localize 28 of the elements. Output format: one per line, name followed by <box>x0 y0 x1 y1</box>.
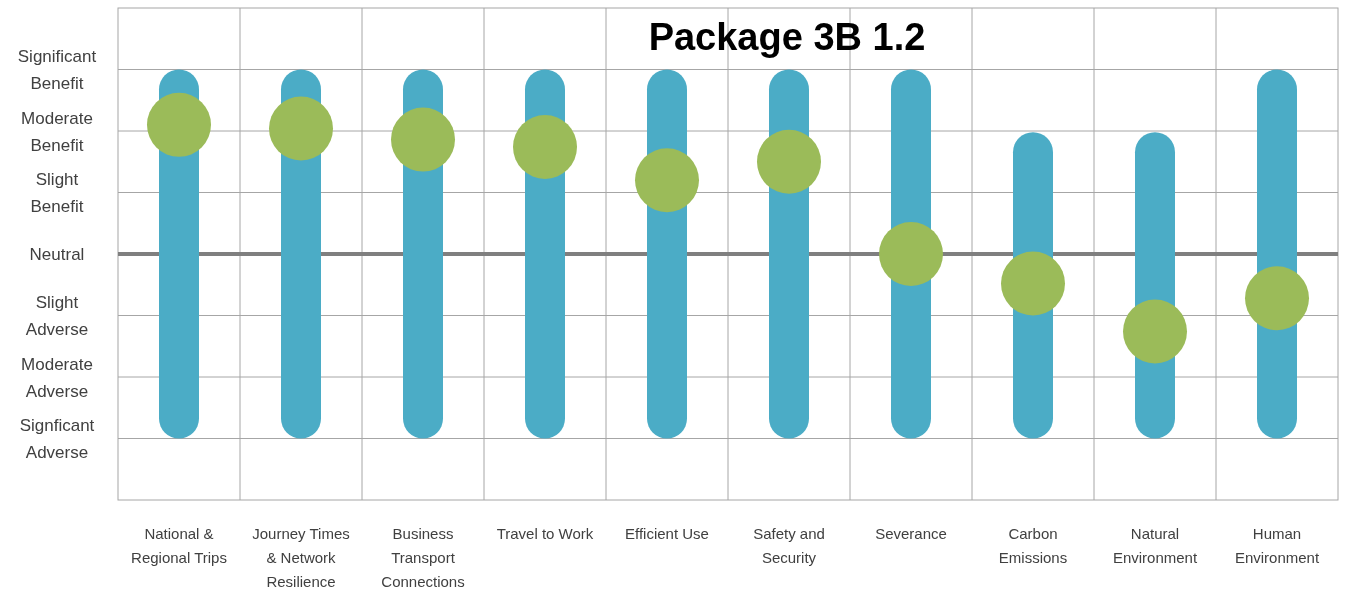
point <box>879 222 943 286</box>
point <box>1245 266 1309 331</box>
point <box>757 129 821 194</box>
x-tick-label: Human Environment <box>1234 525 1320 566</box>
point <box>635 148 699 213</box>
point <box>1123 299 1187 364</box>
text: Significant Benefit <box>17 46 97 93</box>
chart-title: Package 3B 1.2 <box>648 16 926 58</box>
x-tick-label: Safety and Security <box>753 525 825 566</box>
text: Moderate Benefit <box>21 108 93 154</box>
x-tick-label: Journey Times & Network Resilience <box>252 525 350 590</box>
x-tick-label: Carbon Emissions <box>998 525 1068 566</box>
text: Moderate Adverse <box>21 354 93 400</box>
x-tick-label: Business Transport Connections <box>381 525 465 590</box>
point <box>1001 251 1065 316</box>
x-tick-label: Travel to Work <box>496 525 594 542</box>
point <box>513 114 577 179</box>
point <box>269 96 333 161</box>
point <box>391 107 455 172</box>
text: Slight Adverse <box>25 292 89 339</box>
text: Signficant Adverse <box>19 415 95 462</box>
text: Neutral <box>29 244 85 264</box>
x-tick-label: Efficient Use <box>625 525 709 542</box>
x-tick-label: Severance <box>875 525 947 542</box>
text: Slight Benefit <box>30 169 84 216</box>
point <box>147 92 211 157</box>
x-tick-label: National & Regional Trips <box>131 525 227 566</box>
x-tick-label: Natural Environment <box>1112 525 1198 566</box>
